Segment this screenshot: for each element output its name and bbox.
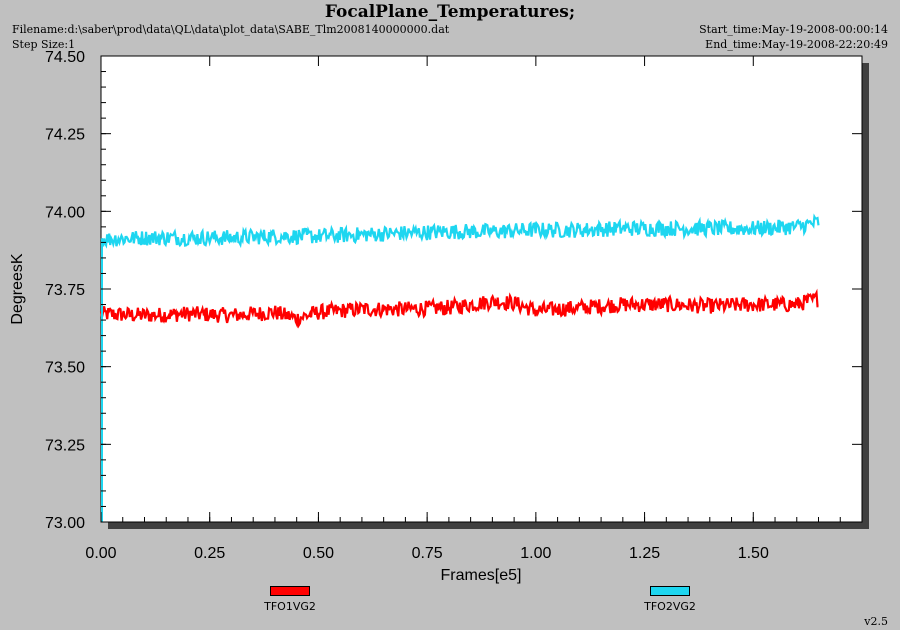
y-tick-label: 73.75	[45, 282, 85, 299]
chart-title: FocalPlane_Temperatures;	[324, 2, 576, 22]
legend-item-tfo2vg2: TFO2VG2	[630, 586, 710, 613]
axis-layer: 73.00 73.25 73.50 73.75 74.00 74.25 74.50 0.00 0…	[45, 49, 863, 562]
x-tick-label: 1.00	[520, 545, 551, 562]
step-size-label: Step Size:1	[12, 38, 76, 51]
x-tick-label: 0.25	[194, 545, 225, 562]
legend-label-tfo2vg2: TFO2VG2	[644, 600, 696, 613]
plot-area	[100, 55, 863, 523]
y-tick-label: 74.00	[45, 204, 85, 221]
legend-swatch-tfo2vg2	[650, 586, 690, 596]
y-tick-label: 73.25	[45, 437, 85, 454]
x-tick-label: 0.00	[85, 545, 116, 562]
legend-item-tfo1vg2: TFO1VG2	[250, 586, 330, 613]
x-tick-label: 0.75	[412, 545, 443, 562]
legend-swatch-tfo1vg2	[270, 586, 310, 596]
start-time-label: Start_time:May-19-2008-00:00:14	[699, 23, 888, 36]
series-layer	[99, 213, 820, 522]
series-line-tfo2vg2	[100, 213, 820, 249]
x-tick-label: 1.50	[738, 545, 769, 562]
series-line-tfo1vg2	[99, 288, 819, 329]
y-tick-label: 73.00	[45, 515, 85, 532]
version-label: v2.5	[864, 615, 888, 628]
x-tick-label: 1.25	[629, 545, 660, 562]
legend-label-tfo1vg2: TFO1VG2	[264, 600, 316, 613]
filename-label: Filename:d:\saber\prod\data\QL\data\plot…	[12, 23, 450, 36]
x-tick-label: 0.50	[303, 545, 334, 562]
x-axis-label: Frames[e5]	[441, 567, 522, 584]
y-tick-label: 73.50	[45, 360, 85, 377]
y-axis-label: DegreesK	[9, 253, 26, 324]
y-tick-label: 74.25	[45, 127, 85, 144]
y-tick-label: 74.50	[45, 49, 85, 66]
end-time-label: End_time:May-19-2008-22:20:49	[705, 38, 888, 51]
